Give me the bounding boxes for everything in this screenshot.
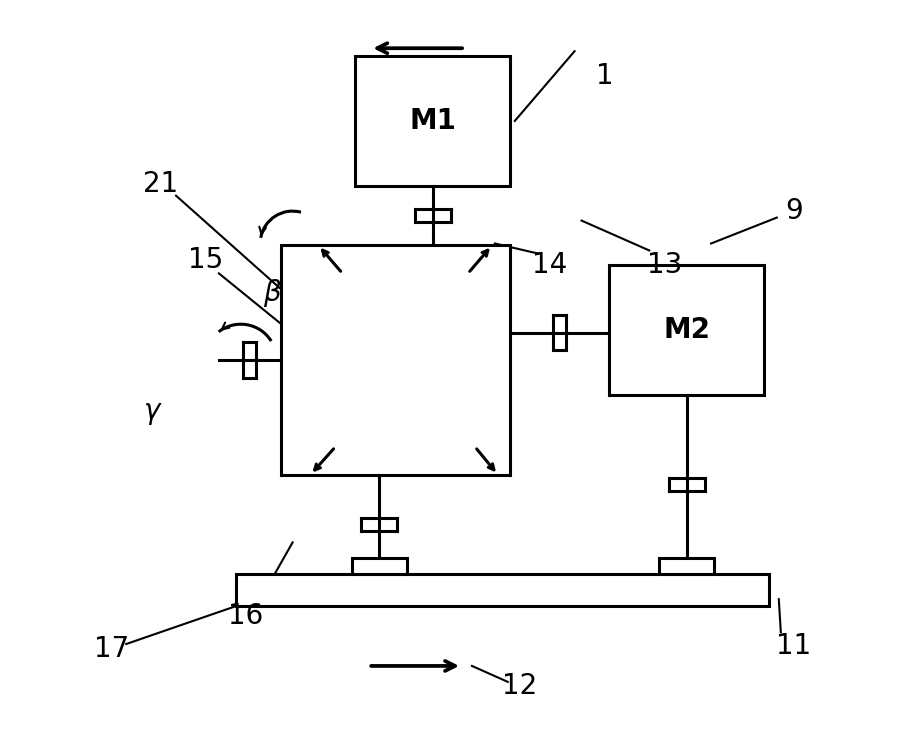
Text: 16: 16	[228, 602, 264, 630]
Bar	[355, 56, 510, 186]
Text: 17: 17	[93, 635, 129, 663]
Text: 12: 12	[502, 672, 537, 700]
Bar	[281, 245, 510, 475]
Text: 1: 1	[596, 62, 613, 90]
Bar	[609, 266, 764, 395]
Bar	[659, 559, 714, 575]
Text: 13: 13	[647, 251, 682, 279]
Text: $\beta$: $\beta$	[264, 277, 282, 310]
Text: $\gamma$: $\gamma$	[144, 399, 163, 427]
Text: 14: 14	[532, 251, 567, 279]
Text: M2: M2	[663, 316, 710, 344]
Text: 21: 21	[144, 170, 178, 198]
Text: 9: 9	[785, 196, 802, 225]
Text: 15: 15	[188, 246, 223, 274]
Text: 11: 11	[776, 632, 812, 660]
Bar	[351, 559, 406, 575]
Text: M1: M1	[409, 107, 456, 135]
Bar	[236, 575, 769, 606]
